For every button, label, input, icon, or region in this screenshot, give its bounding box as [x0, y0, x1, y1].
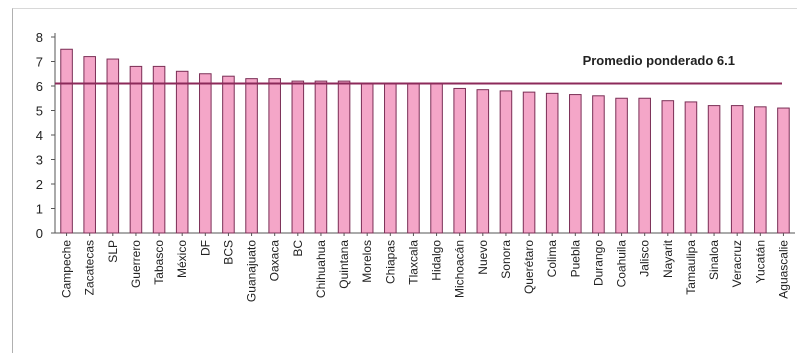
- y-tick-label: 4: [36, 128, 43, 143]
- x-tick-label: Veracruz: [730, 240, 744, 287]
- bar: [592, 95, 605, 234]
- bar: [777, 107, 790, 234]
- x-tick-label: Durango: [591, 240, 605, 286]
- bar: [407, 83, 420, 234]
- bar: [268, 78, 281, 234]
- bar: [522, 91, 536, 234]
- y-tick-label: 5: [36, 104, 43, 119]
- y-tick-label: 1: [36, 202, 43, 217]
- bar: [245, 78, 258, 234]
- bar: [638, 97, 651, 234]
- x-tick-label: Tlaxcala: [406, 240, 420, 285]
- bar: [707, 105, 721, 234]
- bar: [684, 101, 698, 234]
- x-tick-label: Puebla: [568, 240, 582, 278]
- bar: [291, 80, 305, 234]
- x-tick-label: Yucatán: [753, 240, 767, 283]
- bar: [730, 105, 744, 234]
- bar: [453, 87, 466, 234]
- x-tick-label: Jalisco: [638, 240, 652, 277]
- x-tick-label: DF: [198, 240, 212, 256]
- bar: [661, 100, 675, 234]
- x-tick-label: Nayarit: [661, 239, 675, 278]
- x-tick-label: Hidalgo: [430, 240, 444, 281]
- x-tick-label: Aguascalie: [776, 240, 790, 299]
- x-tick-label: Morelos: [360, 240, 374, 283]
- x-tick-label: Colima: [545, 240, 559, 278]
- x-tick-label: Chiapas: [383, 240, 397, 284]
- bar: [152, 65, 166, 234]
- x-tick-label: Sinaloa: [707, 240, 721, 280]
- bar: [337, 80, 351, 234]
- bar: [569, 94, 582, 234]
- y-tick-label: 6: [36, 79, 43, 94]
- bar: [314, 80, 328, 234]
- x-tick-label: BC: [291, 240, 305, 257]
- average-label: Promedio ponderado 6.1: [583, 53, 735, 68]
- x-tick-label: Coahuila: [615, 240, 629, 288]
- x-tick-label: México: [175, 240, 189, 278]
- bars: [60, 48, 790, 234]
- x-tick-label: Sonora: [499, 240, 513, 279]
- bar: [106, 58, 120, 234]
- x-tick-label: Nuevo: [476, 240, 490, 275]
- x-axis-labels: Campeche Zacatecas SLP Guerrero Tabasco Méxic…: [60, 233, 790, 302]
- x-tick-label: Zacatecas: [83, 240, 97, 295]
- y-tick-label: 3: [36, 153, 43, 168]
- x-tick-label: Tabasco: [152, 240, 166, 285]
- x-tick-label: Michoacán: [453, 240, 467, 298]
- y-tick-label: 8: [36, 30, 43, 45]
- x-tick-label: Campeche: [60, 240, 74, 298]
- bar: [222, 75, 235, 234]
- x-tick-label: Tamaulipa: [684, 240, 698, 295]
- bar: [360, 83, 374, 234]
- y-tick-label: 2: [36, 177, 43, 192]
- x-tick-label: Guanajuato: [245, 240, 259, 302]
- bar: [175, 70, 189, 234]
- bar: [754, 106, 767, 234]
- bar: [199, 73, 212, 234]
- bar: [129, 65, 143, 234]
- y-tick-label: 0: [36, 226, 43, 241]
- bar: [545, 92, 559, 234]
- x-tick-label: Quintana: [337, 240, 351, 289]
- bar: [499, 90, 513, 234]
- y-tick-label: 7: [36, 55, 43, 70]
- chart-frame: [12, 8, 797, 353]
- x-tick-label: SLP: [106, 240, 120, 263]
- bar: [430, 83, 443, 234]
- bar: [476, 89, 490, 234]
- x-tick-label: Oaxaca: [268, 240, 282, 282]
- bar: [615, 97, 628, 234]
- bar: [60, 48, 73, 234]
- x-tick-label: Guerrero: [129, 240, 143, 288]
- x-tick-label: Querétaro: [522, 240, 536, 294]
- x-tick-label: Chihuahua: [314, 240, 328, 298]
- bar: [384, 83, 397, 234]
- x-tick-label: BCS: [221, 240, 235, 265]
